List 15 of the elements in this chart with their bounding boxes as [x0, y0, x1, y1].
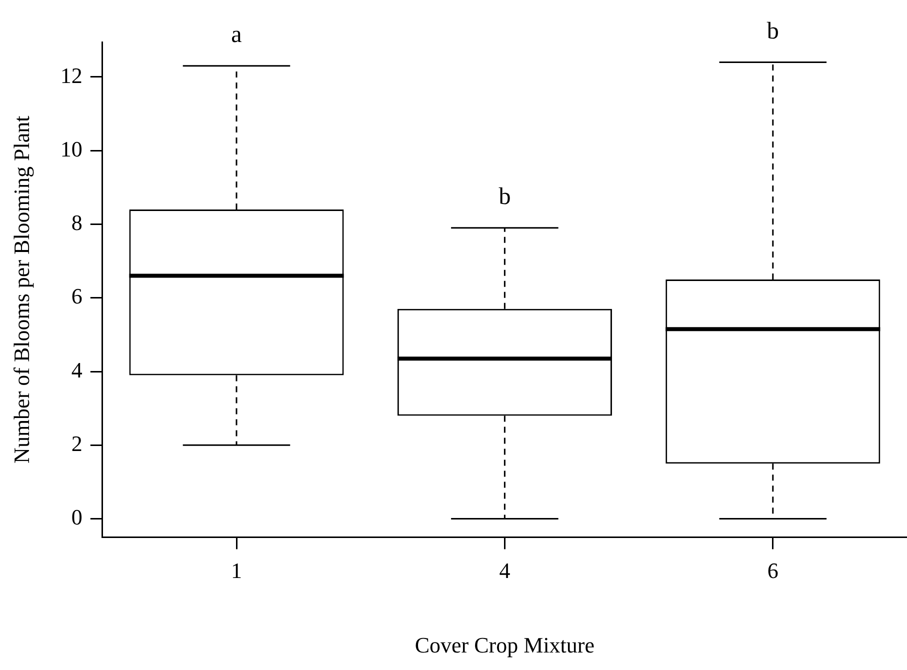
x-tick-label: 1 [231, 558, 242, 584]
y-tick-label: 2 [71, 430, 82, 456]
y-tick-label: 12 [60, 62, 82, 88]
annotation: b [498, 184, 511, 210]
annotation: b [766, 18, 779, 45]
x-tick-label: 6 [767, 558, 778, 584]
y-tick-label: 10 [60, 136, 82, 162]
y-tick-label: 8 [71, 210, 82, 236]
y-tick-label: 6 [71, 284, 82, 309]
y-axis-title: Number of Blooms per Blooming Plant [8, 116, 34, 464]
y-tick-label: 4 [71, 357, 82, 382]
x-tick-label: 4 [499, 558, 510, 584]
x-axis-title: Cover Crop Mixture [414, 632, 595, 658]
annotation: a [231, 22, 242, 48]
y-tick-label: 0 [71, 504, 82, 530]
